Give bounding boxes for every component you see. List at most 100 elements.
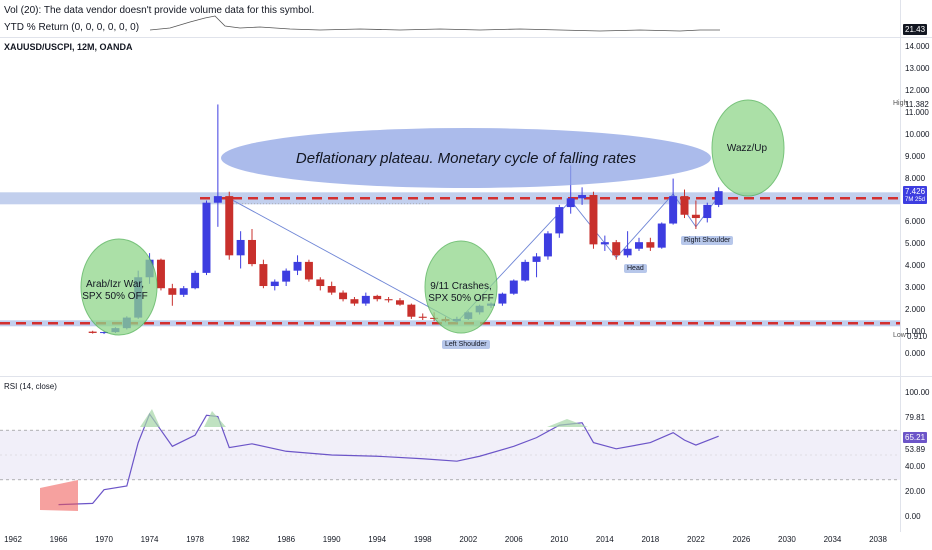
rsi-label: RSI (14, close) xyxy=(4,382,57,391)
rsi-overbought-fill-3 xyxy=(547,419,588,427)
candle-2014[interactable] xyxy=(600,242,609,245)
candle-1982[interactable] xyxy=(236,239,245,256)
candle-1983[interactable] xyxy=(248,239,256,265)
candle-1981[interactable] xyxy=(225,196,234,256)
candle-1993[interactable] xyxy=(361,295,370,304)
price-tick: 11.000 xyxy=(905,107,929,117)
rsi-panel-divider[interactable] xyxy=(0,376,932,377)
rally-trendline[interactable] xyxy=(456,193,720,323)
candle-2022[interactable] xyxy=(691,214,700,219)
nine-eleven-circle[interactable] xyxy=(424,240,498,334)
candle-2015[interactable] xyxy=(612,242,621,256)
arab-war-circle[interactable] xyxy=(80,238,158,336)
price-tick: 1.000 xyxy=(905,327,926,337)
right-shoulder-tag[interactable]: Right Shoulder xyxy=(681,236,734,245)
candle-2018[interactable] xyxy=(646,242,655,248)
nine-annotation-line1: 9/11 Crashes, xyxy=(430,281,492,292)
time-tick: 1994 xyxy=(368,535,387,544)
candle-1977[interactable] xyxy=(179,288,188,295)
candle-1986[interactable] xyxy=(282,270,291,282)
candle-2017[interactable] xyxy=(635,242,643,249)
candle-2024[interactable] xyxy=(714,191,723,205)
candle-1976[interactable] xyxy=(168,288,177,295)
candle-2021[interactable] xyxy=(680,196,689,215)
candle-1990[interactable] xyxy=(327,286,336,293)
candlestick-series[interactable] xyxy=(88,104,723,335)
high-label: High xyxy=(893,100,908,107)
candle-2009[interactable] xyxy=(543,233,552,257)
candle-2008[interactable] xyxy=(532,256,541,262)
wazz-up-circle[interactable] xyxy=(711,99,785,197)
ytd-value-badge: 21.43 xyxy=(903,24,928,35)
wazz-annotation: Wazz/Up xyxy=(727,143,768,154)
time-tick: 2022 xyxy=(686,535,705,544)
last-price-countdown: 7M 25d xyxy=(903,196,928,204)
arab-annotation-line1: Arab/Izr War, xyxy=(86,279,144,290)
last-price-badge: 7.426 xyxy=(903,186,928,197)
candle-1985[interactable] xyxy=(270,281,279,287)
rsi-oversold-fill xyxy=(40,480,78,511)
candle-1995[interactable] xyxy=(384,299,393,301)
rsi-tick: 100.00 xyxy=(905,388,930,397)
candle-1987[interactable] xyxy=(293,261,302,271)
price-tick: 12.000 xyxy=(905,85,930,95)
price-tick: 6.000 xyxy=(905,217,926,227)
time-tick: 1986 xyxy=(277,535,296,544)
ytd-indicator-label: YTD % Return (0, 0, 0, 0, 0, 0) xyxy=(4,22,140,33)
time-tick: 1982 xyxy=(231,535,250,544)
candle-1979[interactable] xyxy=(202,202,211,273)
candle-2012[interactable] xyxy=(578,195,587,199)
ytd-return-line xyxy=(149,15,720,32)
decline-trendline[interactable] xyxy=(229,197,458,323)
price-tick: 9.000 xyxy=(905,151,926,161)
candle-1996[interactable] xyxy=(395,300,404,305)
head-tag[interactable]: Head xyxy=(624,264,647,273)
candle-1969[interactable] xyxy=(88,331,97,333)
price-axis-divider xyxy=(900,0,901,532)
candle-2005[interactable] xyxy=(498,293,507,304)
price-tick: 14.000 xyxy=(905,42,930,51)
candle-1992[interactable] xyxy=(350,299,359,304)
candle-2020[interactable] xyxy=(669,196,678,224)
time-tick: 1966 xyxy=(49,535,68,544)
candle-2010[interactable] xyxy=(555,207,564,234)
candle-2006[interactable] xyxy=(509,280,518,294)
rsi-tick: 79.81 xyxy=(905,413,926,423)
candle-2016[interactable] xyxy=(623,248,632,256)
time-tick: 2038 xyxy=(869,535,887,544)
candle-2011[interactable] xyxy=(566,198,575,208)
rsi-overbought-fill-1 xyxy=(140,409,160,427)
time-tick: 1998 xyxy=(413,535,432,544)
time-tick: 1974 xyxy=(140,535,159,544)
plateau-ellipse[interactable] xyxy=(221,128,711,188)
candle-1984[interactable] xyxy=(259,264,268,287)
candle-2019[interactable] xyxy=(657,223,666,248)
candle-2013[interactable] xyxy=(589,195,598,245)
candle-1991[interactable] xyxy=(339,292,348,300)
nine-annotation-line2: SPX 50% OFF xyxy=(428,293,494,304)
candle-1997[interactable] xyxy=(407,304,416,317)
price-tick: 5.000 xyxy=(905,239,926,249)
rsi-tick: 40.00 xyxy=(905,462,926,472)
time-tick: 2018 xyxy=(641,535,660,544)
candle-1978[interactable] xyxy=(191,272,200,289)
candle-1988[interactable] xyxy=(304,261,313,280)
candle-1970[interactable] xyxy=(100,332,109,334)
volume-indicator-label: Vol (20): The data vendor doesn't provid… xyxy=(4,5,315,16)
price-tick: 2.000 xyxy=(905,305,926,315)
price-tick: 8.000 xyxy=(905,173,926,183)
candle-1980[interactable] xyxy=(213,196,222,203)
candle-2007[interactable] xyxy=(521,261,530,281)
left-shoulder-tag[interactable]: Left Shoulder xyxy=(442,340,490,349)
candle-1975[interactable] xyxy=(156,259,165,289)
price-tick: 3.000 xyxy=(905,283,926,293)
time-tick: 1962 xyxy=(4,535,22,544)
candle-1998[interactable] xyxy=(418,316,427,318)
price-tick: 10.000 xyxy=(905,129,930,139)
candle-1994[interactable] xyxy=(373,295,382,300)
candle-1989[interactable] xyxy=(316,279,325,287)
candle-2023[interactable] xyxy=(703,204,712,219)
symbol-label[interactable]: XAUUSD/USCPI, 12M, OANDA xyxy=(4,42,133,52)
time-tick: 1970 xyxy=(95,535,113,544)
